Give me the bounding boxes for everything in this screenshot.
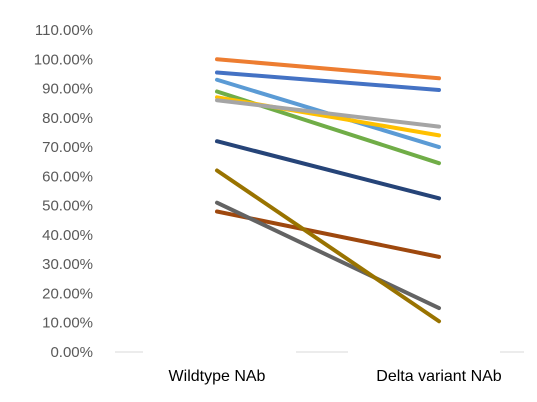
series-line-9	[215, 200, 441, 311]
y-tick-label: 50.00%	[42, 198, 93, 215]
series-line-10	[215, 168, 441, 324]
y-tick-label: 110.00%	[35, 22, 93, 39]
y-tick-label: 80.00%	[42, 110, 93, 127]
y-tick-label: 100.00%	[34, 51, 93, 68]
y-tick-label: 0.00%	[50, 344, 93, 361]
y-tick-label: 60.00%	[42, 168, 93, 185]
y-tick-label: 10.00%	[42, 315, 93, 332]
y-tick-label: 20.00%	[42, 285, 93, 302]
y-axis-tick-labels: 0.00% 10.00% 20.00% 30.00% 40.00% 50.00% 60.00…	[34, 22, 93, 361]
series-line-6	[215, 98, 441, 129]
x-tick-label: Delta variant NAb	[376, 368, 501, 385]
series-line-7	[215, 139, 441, 201]
x-axis-tick-labels: Wildtype NAb Delta variant NAb	[169, 368, 502, 385]
series-line-1	[215, 57, 441, 81]
y-tick-label: 90.00%	[42, 81, 93, 98]
y-tick-label: 30.00%	[42, 256, 93, 273]
y-tick-label: 40.00%	[42, 227, 93, 244]
y-tick-label: 70.00%	[42, 139, 93, 156]
series-lines	[215, 57, 441, 324]
x-tick-label: Wildtype NAb	[169, 368, 266, 385]
series-line-2	[215, 70, 441, 93]
